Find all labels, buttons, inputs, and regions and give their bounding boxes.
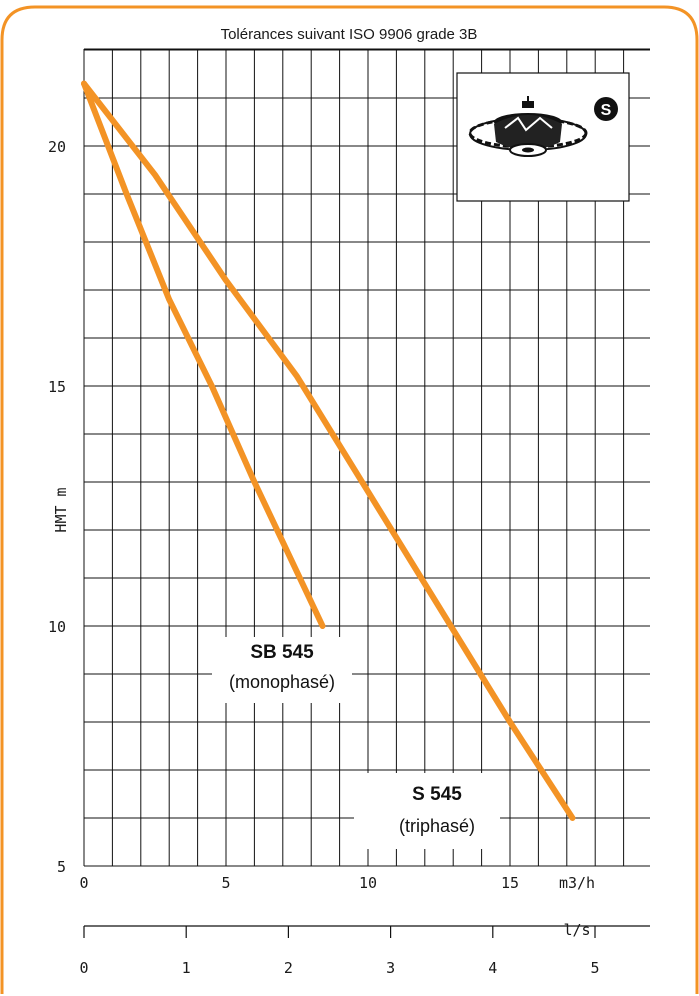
series-label-sb545: SB 545 (monophasé) — [212, 637, 352, 703]
s545-phase: (triphasé) — [399, 816, 475, 836]
sb545-name: SB 545 — [250, 642, 314, 663]
x-tick-label: 5 — [221, 874, 230, 892]
product-thumbnail: S — [456, 72, 630, 202]
y-tick-label: 20 — [48, 138, 66, 156]
pump-image — [468, 96, 588, 157]
y-tick-label: 15 — [48, 378, 66, 396]
x2-tick-label: 3 — [386, 959, 395, 977]
x-tick-label: 15 — [501, 874, 519, 892]
x2-tick-label: 0 — [79, 959, 88, 977]
series-line-sb545 — [81, 80, 326, 629]
x2-tick-label: 4 — [488, 959, 497, 977]
x-tick-label: 0 — [79, 874, 88, 892]
y-tick-labels: 5 10 15 20 — [48, 138, 66, 876]
series-label-s545: S 545 (triphasé) — [354, 773, 500, 849]
x-tick-labels: 0 5 10 15 — [79, 874, 519, 892]
series-curves — [81, 80, 576, 821]
x2-tick-label: 2 — [284, 959, 293, 977]
x2-tick-label: 5 — [590, 959, 599, 977]
chart-frame — [0, 5, 699, 994]
y-tick-label: 10 — [48, 618, 66, 636]
x-tick-label: 10 — [359, 874, 377, 892]
sb545-phase: (monophasé) — [229, 672, 335, 692]
s545-name: S 545 — [412, 784, 462, 805]
y-tick-label: 5 — [57, 858, 66, 876]
y-axis-label: HMT m — [52, 487, 70, 532]
chart-subtitle: Tolérances suivant ISO 9906 grade 3B — [221, 26, 478, 43]
x-axis-label: m3/h — [559, 874, 595, 892]
secondary-x-axis: 0 1 2 3 4 5 — [79, 925, 650, 977]
x2-axis-label: l/s — [563, 921, 590, 939]
badge-s-icon: S — [594, 97, 618, 121]
series-line-s545 — [81, 80, 576, 821]
svg-text:S: S — [601, 102, 612, 119]
x2-tick-label: 1 — [182, 959, 191, 977]
